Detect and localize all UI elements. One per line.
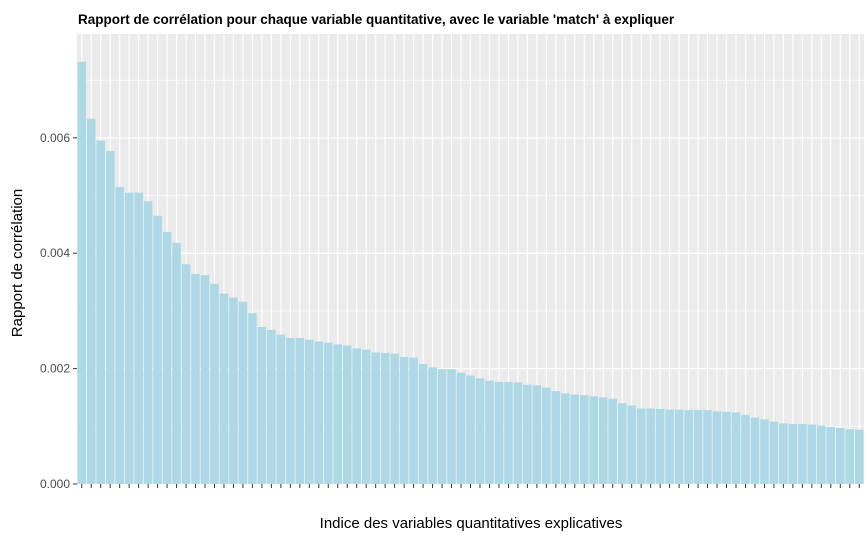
- bar: [674, 409, 684, 484]
- bar: [598, 397, 608, 484]
- bar: [532, 385, 542, 484]
- bar: [542, 387, 551, 484]
- bar: [646, 408, 655, 484]
- bar: [86, 118, 96, 484]
- bar: [845, 429, 855, 484]
- bar: [418, 364, 428, 484]
- bar: [361, 349, 371, 484]
- bar: [703, 410, 712, 484]
- bar: [124, 192, 134, 484]
- bar: [636, 408, 646, 484]
- bar: [826, 426, 836, 484]
- bar: [115, 186, 124, 484]
- bar: [580, 395, 589, 484]
- bar: [210, 283, 219, 484]
- bar: [798, 424, 807, 484]
- y-tick-label: 0.004: [40, 246, 70, 260]
- bar: [807, 424, 817, 484]
- bar: [409, 357, 418, 484]
- bar: [466, 375, 475, 484]
- bar: [513, 382, 523, 484]
- bar: [219, 293, 229, 484]
- bar: [722, 411, 731, 484]
- bar: [523, 384, 532, 484]
- y-axis-title: Rapport de corrélation: [9, 189, 26, 337]
- bar: [172, 242, 181, 484]
- bar: [314, 341, 324, 484]
- x-axis: [81, 484, 860, 488]
- bar: [200, 275, 210, 484]
- y-tick-label: 0.006: [40, 131, 70, 145]
- y-tick-label: 0.000: [40, 477, 70, 491]
- bar: [276, 334, 286, 484]
- bar: [779, 423, 788, 484]
- bar: [191, 274, 200, 484]
- bar: [390, 353, 399, 484]
- bar: [248, 313, 257, 484]
- bar: [693, 410, 703, 484]
- bar: [229, 297, 238, 484]
- bar: [380, 353, 390, 484]
- bar: [456, 372, 466, 484]
- bar: [153, 215, 162, 485]
- bar: [485, 380, 494, 484]
- bar: [617, 403, 627, 484]
- bar: [428, 367, 437, 484]
- bar: [504, 381, 513, 484]
- y-axis: 0.000 0.002 0.004 0.006: [40, 131, 77, 491]
- bar: [352, 348, 361, 484]
- bar: [731, 412, 741, 484]
- bar: [655, 409, 665, 484]
- bar: [342, 345, 352, 484]
- bar: [257, 327, 267, 484]
- bar: [162, 231, 172, 484]
- bar: [561, 393, 570, 484]
- bar: [750, 417, 760, 484]
- bar: [238, 301, 248, 484]
- bar: [181, 264, 191, 484]
- bar: [134, 192, 143, 484]
- x-axis-title: Indice des variables quantitatives expli…: [320, 515, 623, 532]
- bar: [854, 429, 864, 484]
- bar: [494, 381, 504, 484]
- bar: [475, 378, 485, 484]
- bar: [267, 329, 276, 484]
- bar: [741, 414, 750, 484]
- bar: [105, 151, 115, 484]
- bar: [817, 425, 826, 484]
- bar: [551, 391, 561, 484]
- bar: [570, 394, 580, 484]
- bar: [437, 369, 447, 484]
- bar: [788, 424, 798, 484]
- bar: [286, 338, 295, 484]
- bar: [684, 410, 693, 484]
- bar: [836, 428, 845, 484]
- bar: [665, 409, 674, 484]
- bar: [608, 398, 617, 484]
- bar: [760, 419, 769, 484]
- bar: [324, 342, 333, 484]
- bar: [77, 61, 86, 484]
- chart-title: Rapport de corrélation pour chaque varia…: [78, 12, 675, 27]
- bar: [143, 201, 153, 484]
- bar: [96, 140, 105, 485]
- bar: [447, 369, 456, 484]
- bar: [295, 338, 305, 484]
- bar: [589, 396, 599, 484]
- y-tick-label: 0.002: [40, 362, 70, 376]
- bar: [371, 352, 380, 484]
- bars: [77, 61, 864, 485]
- bar: [712, 411, 722, 484]
- bar: [769, 421, 779, 484]
- bar: [333, 344, 343, 484]
- bar: [399, 357, 409, 484]
- bar: [305, 339, 314, 484]
- bar: [627, 405, 636, 484]
